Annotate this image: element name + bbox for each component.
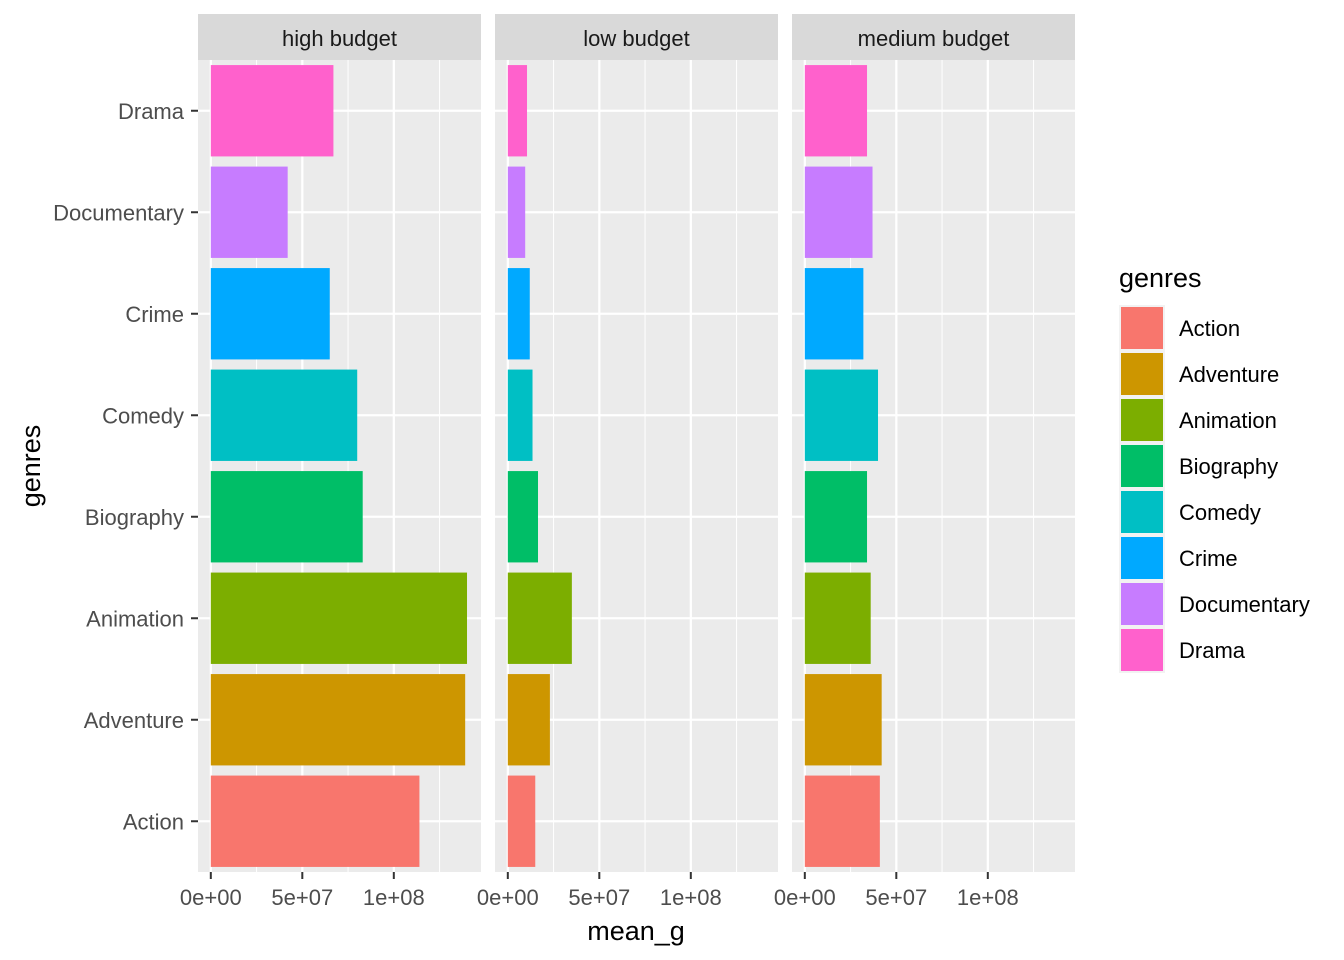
bar-comedy <box>210 369 358 461</box>
facet-panel: low budget 0e+00 5e+07 1e+08 <box>477 14 778 910</box>
legend-items: Action Adventure Animation Biography Comedy C… <box>1119 305 1310 673</box>
x-tick-label: 1e+08 <box>660 885 722 910</box>
bar-drama <box>507 65 528 157</box>
facet-strip <box>792 14 1075 60</box>
x-tick-label: 0e+00 <box>180 885 242 910</box>
bar-comedy <box>507 369 533 461</box>
bar-action <box>210 775 420 867</box>
bar-biography <box>210 471 363 563</box>
bar-adventure <box>507 674 550 766</box>
x-tick-label: 5e+07 <box>865 885 927 910</box>
y-tick-label: Drama <box>118 99 185 124</box>
legend-label: Comedy <box>1179 500 1261 525</box>
legend-label: Adventure <box>1179 362 1279 387</box>
x-tick-label: 1e+08 <box>363 885 425 910</box>
legend-swatch-drama <box>1121 629 1163 671</box>
x-axis-title: mean_g <box>587 916 685 946</box>
bar-documentary <box>210 166 288 258</box>
y-tick-label: Biography <box>85 505 184 530</box>
x-tick-label: 5e+07 <box>271 885 333 910</box>
legend-swatch-comedy <box>1121 491 1163 533</box>
bar-adventure <box>804 674 882 766</box>
legend-swatch-crime <box>1121 537 1163 579</box>
legend-label: Drama <box>1179 638 1246 663</box>
bar-adventure <box>210 674 466 766</box>
legend-label: Documentary <box>1179 592 1310 617</box>
legend-swatch-animation <box>1121 399 1163 441</box>
bar-documentary <box>507 166 526 258</box>
bar-action <box>507 775 536 867</box>
y-axis: Action Adventure Animation Biography Comedy C… <box>53 99 198 834</box>
legend-label: Action <box>1179 316 1240 341</box>
bar-drama <box>210 65 334 157</box>
legend-swatch-documentary <box>1121 583 1163 625</box>
bar-drama <box>804 65 868 157</box>
bar-comedy <box>804 369 879 461</box>
bar-animation <box>210 572 468 664</box>
legend-swatch-biography <box>1121 445 1163 487</box>
y-tick-label: Crime <box>125 302 184 327</box>
facet-strip-label: low budget <box>583 26 689 51</box>
x-tick-label: 0e+00 <box>477 885 539 910</box>
bar-documentary <box>804 166 873 258</box>
bar-biography <box>507 471 539 563</box>
bar-crime <box>210 268 330 360</box>
facet-panel: medium budget 0e+00 5e+07 1e+08 <box>774 14 1075 910</box>
legend-swatch-action <box>1121 307 1163 349</box>
y-tick-label: Documentary <box>53 200 184 225</box>
bar-crime <box>804 268 864 360</box>
x-tick-label: 5e+07 <box>568 885 630 910</box>
legend-label: Biography <box>1179 454 1278 479</box>
y-tick-label: Action <box>123 809 184 834</box>
bar-action <box>804 775 880 867</box>
y-tick-label: Comedy <box>102 403 184 428</box>
y-axis-title: genres <box>16 425 46 508</box>
bar-animation <box>507 572 572 664</box>
legend-title: genres <box>1119 263 1202 293</box>
facet-strip <box>198 14 481 60</box>
facet-strip <box>495 14 778 60</box>
facet-panels: high budget 0e+00 5e+07 1e+08 low budget 0e+0… <box>180 14 1075 910</box>
x-tick-label: 1e+08 <box>957 885 1019 910</box>
bar-animation <box>804 572 871 664</box>
legend-label: Crime <box>1179 546 1238 571</box>
facet-strip-label: high budget <box>282 26 397 51</box>
facet-strip-label: medium budget <box>858 26 1010 51</box>
legend: genres Action Adventure Animation Biography… <box>1119 263 1310 673</box>
x-tick-label: 0e+00 <box>774 885 836 910</box>
bar-biography <box>804 471 868 563</box>
y-tick-label: Animation <box>86 606 184 631</box>
bar-crime <box>507 268 530 360</box>
legend-label: Animation <box>1179 408 1277 433</box>
facet-panel: high budget 0e+00 5e+07 1e+08 <box>180 14 481 910</box>
y-tick-label: Adventure <box>84 708 184 733</box>
legend-swatch-adventure <box>1121 353 1163 395</box>
